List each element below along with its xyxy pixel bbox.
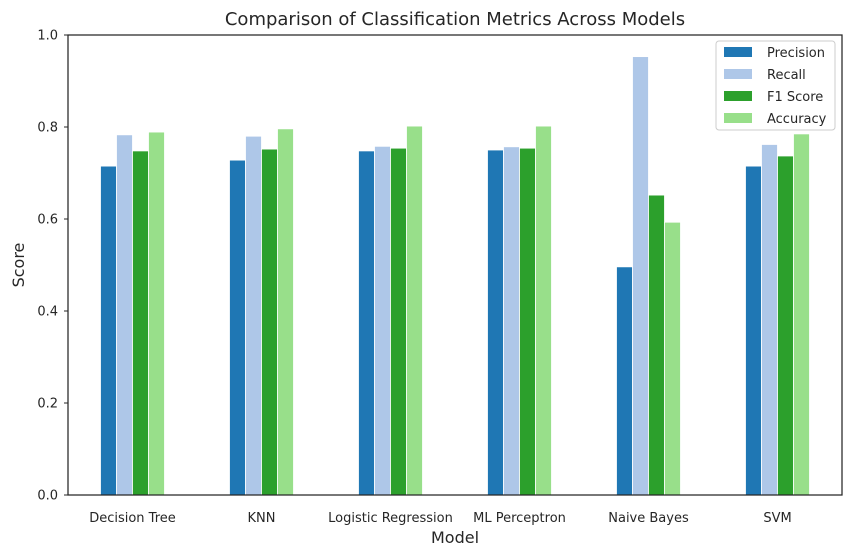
legend-label: Recall <box>767 68 806 83</box>
y-tick-label: 0.6 <box>37 213 58 228</box>
y-tick-label: 0.0 <box>37 489 58 504</box>
bar-accuracy-ml-perceptron <box>535 125 552 496</box>
bar-recall-naive-bayes <box>632 56 649 496</box>
bar-precision-svm <box>745 165 762 496</box>
x-tick-label: Logistic Regression <box>328 511 453 526</box>
x-tick-label: Naive Bayes <box>608 511 689 526</box>
bar-f1-score-decision-tree <box>132 150 149 496</box>
bar-recall-svm <box>761 144 778 496</box>
legend-swatch <box>724 91 752 101</box>
bar-accuracy-logistic-regression <box>406 125 423 496</box>
legend-swatch <box>724 113 752 123</box>
legend-swatch <box>724 69 752 79</box>
bar-f1-score-svm <box>777 155 794 496</box>
bar-f1-score-knn <box>261 148 278 496</box>
bar-recall-ml-perceptron <box>503 146 520 496</box>
bar-recall-logistic-regression <box>374 145 391 496</box>
y-axis-label: Score <box>9 243 28 288</box>
x-tick-label: SVM <box>763 511 791 526</box>
bar-precision-knn <box>229 159 246 496</box>
legend-label: Accuracy <box>767 112 827 127</box>
y-axis-ticks: 0.0 0.2 0.4 0.6 0.8 1.0 <box>37 29 68 504</box>
x-axis-label: Model <box>431 528 479 547</box>
y-tick-label: 0.4 <box>37 305 58 320</box>
bar-f1-score-logistic-regression <box>390 147 407 496</box>
x-tick-label: KNN <box>248 511 276 526</box>
bar-accuracy-naive-bayes <box>664 221 681 496</box>
bar-precision-naive-bayes <box>616 266 633 496</box>
chart-title: Comparison of Classification Metrics Acr… <box>225 9 685 30</box>
bar-f1-score-ml-perceptron <box>519 147 536 496</box>
bar-f1-score-naive-bayes <box>648 194 665 496</box>
legend-label: Precision <box>767 46 825 61</box>
bar-precision-decision-tree <box>100 165 117 496</box>
legend-label: F1 Score <box>767 90 823 105</box>
bar-accuracy-decision-tree <box>148 131 165 496</box>
bar-accuracy-knn <box>277 128 294 496</box>
bars-group <box>100 56 810 496</box>
x-tick-label: Decision Tree <box>89 511 176 526</box>
bar-precision-logistic-regression <box>358 150 375 496</box>
bar-accuracy-svm <box>793 133 810 496</box>
y-tick-label: 0.8 <box>37 121 58 136</box>
legend-box <box>715 40 836 131</box>
y-tick-label: 1.0 <box>37 29 58 44</box>
legend-swatch <box>724 47 752 57</box>
x-tick-label: ML Perceptron <box>473 511 566 526</box>
y-tick-label: 0.2 <box>37 397 58 412</box>
x-axis-ticks: Decision Tree KNN Logistic Regression ML Pe… <box>89 511 791 526</box>
legend: Precision Recall F1 Score Accuracy <box>715 40 836 131</box>
bar-precision-ml-perceptron <box>487 149 504 496</box>
bar-recall-knn <box>245 135 262 496</box>
bar-recall-decision-tree <box>116 134 133 496</box>
plot-frame <box>67 34 843 496</box>
